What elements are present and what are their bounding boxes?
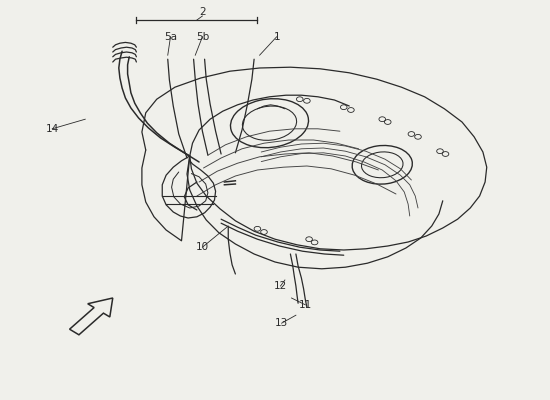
Text: 12: 12 (274, 281, 287, 291)
Text: 5b: 5b (196, 32, 209, 42)
FancyArrow shape (70, 298, 113, 335)
Text: 2: 2 (199, 7, 206, 17)
Text: 11: 11 (299, 300, 312, 310)
Text: 10: 10 (196, 242, 209, 252)
Text: 5a: 5a (164, 32, 177, 42)
Text: 13: 13 (275, 318, 288, 328)
Text: 14: 14 (46, 124, 59, 134)
Text: 1: 1 (273, 32, 280, 42)
